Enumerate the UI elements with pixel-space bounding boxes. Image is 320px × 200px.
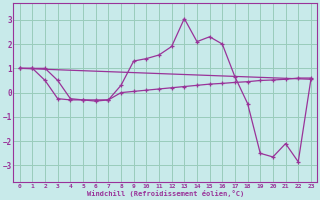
X-axis label: Windchill (Refroidissement éolien,°C): Windchill (Refroidissement éolien,°C) [87,190,244,197]
